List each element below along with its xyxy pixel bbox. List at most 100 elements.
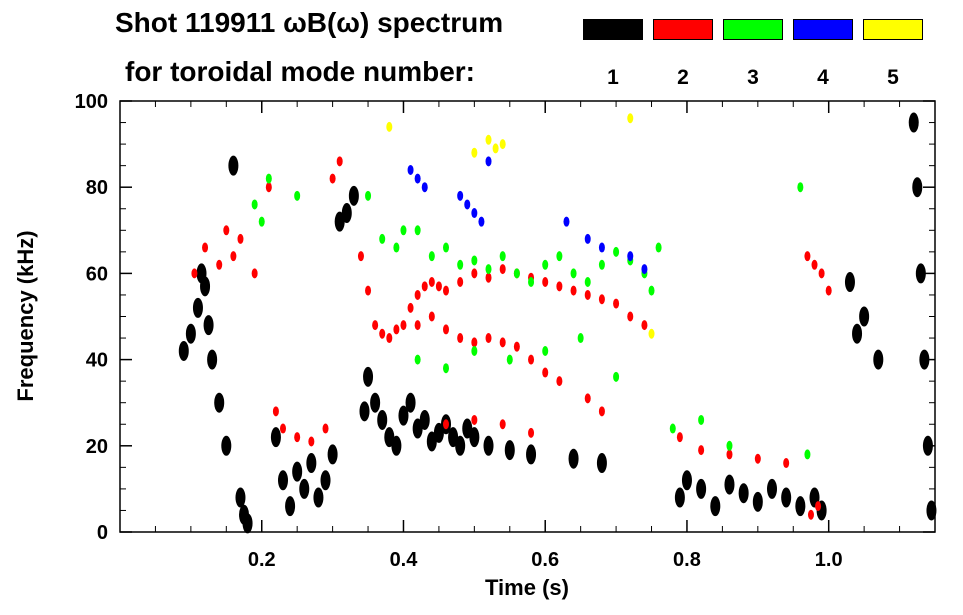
data-point xyxy=(457,277,464,288)
data-point xyxy=(221,435,232,456)
data-point xyxy=(202,242,209,253)
x-tick-label: 0.6 xyxy=(531,549,559,571)
data-point xyxy=(528,354,535,365)
data-point xyxy=(471,345,478,356)
data-point xyxy=(908,112,919,133)
data-point xyxy=(265,173,272,184)
data-point xyxy=(191,268,198,279)
data-point xyxy=(471,147,478,158)
x-tick-label: 0.8 xyxy=(673,549,701,571)
data-point xyxy=(223,225,230,236)
data-point xyxy=(613,298,620,309)
data-point xyxy=(207,349,218,370)
data-point xyxy=(804,449,811,460)
data-point xyxy=(214,392,225,413)
data-point xyxy=(873,349,884,370)
data-point xyxy=(485,272,492,283)
data-point xyxy=(556,376,563,387)
data-point xyxy=(499,419,506,430)
y-axis-title: Frequency (kHz) xyxy=(13,230,38,401)
data-point xyxy=(308,436,315,447)
data-point xyxy=(359,401,370,422)
data-point xyxy=(280,423,286,434)
plot-axes: 0 20 40 60 80 100 0.2 0.4 0.6 0.8 1.0 xyxy=(75,91,936,571)
data-point xyxy=(178,340,189,361)
data-point xyxy=(542,277,549,288)
data-point xyxy=(391,435,402,456)
data-point xyxy=(912,177,923,198)
legend-swatch-mode-1 xyxy=(583,19,643,40)
data-point xyxy=(915,263,926,284)
data-point xyxy=(228,155,239,176)
data-point xyxy=(542,367,549,378)
data-point xyxy=(386,121,393,132)
data-point xyxy=(299,478,310,499)
plot-marks xyxy=(178,112,937,534)
data-point xyxy=(818,268,825,279)
data-point xyxy=(738,483,749,504)
data-point xyxy=(815,501,822,512)
data-point xyxy=(363,366,374,387)
data-point xyxy=(669,423,676,434)
y-tick-label: 100 xyxy=(75,91,108,113)
legend-swatch-mode-3 xyxy=(723,19,783,40)
series-mode-4 xyxy=(407,156,648,275)
data-point xyxy=(379,328,386,339)
data-point xyxy=(483,435,494,456)
data-point xyxy=(200,276,211,297)
data-point xyxy=(272,406,279,417)
data-point xyxy=(767,478,777,499)
data-point xyxy=(627,113,634,124)
data-point xyxy=(379,233,386,244)
data-point xyxy=(499,139,506,150)
data-point xyxy=(783,458,790,469)
data-point xyxy=(258,216,265,227)
legend-label-mode-1: 1 xyxy=(607,66,619,89)
data-point xyxy=(365,285,372,296)
data-point xyxy=(251,268,258,279)
data-point xyxy=(563,216,570,227)
data-point xyxy=(336,156,343,167)
data-point xyxy=(230,251,237,262)
data-point xyxy=(278,470,288,491)
data-point xyxy=(674,487,685,508)
data-point xyxy=(414,173,421,184)
data-point xyxy=(471,208,478,219)
data-point xyxy=(435,281,442,292)
data-point xyxy=(499,337,506,348)
data-point xyxy=(457,333,464,344)
data-point xyxy=(696,478,707,499)
data-point xyxy=(570,268,577,279)
data-point xyxy=(242,513,253,534)
data-point xyxy=(357,251,364,262)
legend-swatch-mode-5 xyxy=(863,19,923,40)
y-tick-label: 40 xyxy=(86,350,108,372)
data-point xyxy=(844,272,855,293)
x-tick-label: 0.2 xyxy=(248,549,276,571)
data-point xyxy=(804,251,811,262)
data-point xyxy=(598,259,605,270)
data-point xyxy=(598,294,605,305)
data-point xyxy=(405,392,416,413)
data-point xyxy=(421,182,428,193)
data-point xyxy=(377,409,388,430)
data-point xyxy=(506,354,513,365)
data-point xyxy=(386,333,393,344)
data-point xyxy=(754,453,761,464)
data-point xyxy=(370,392,381,413)
data-point xyxy=(648,328,655,339)
data-point xyxy=(698,414,705,425)
data-point xyxy=(584,289,591,300)
data-point xyxy=(513,268,520,279)
data-point xyxy=(265,182,272,193)
data-point xyxy=(726,449,733,460)
data-point xyxy=(504,440,515,461)
data-point xyxy=(641,264,648,275)
data-point xyxy=(752,491,763,512)
data-point xyxy=(676,432,683,443)
x-tick-label: 0.4 xyxy=(390,549,419,571)
data-point xyxy=(306,453,317,474)
legend-label-mode-2: 2 xyxy=(677,66,689,89)
data-point xyxy=(542,345,549,356)
